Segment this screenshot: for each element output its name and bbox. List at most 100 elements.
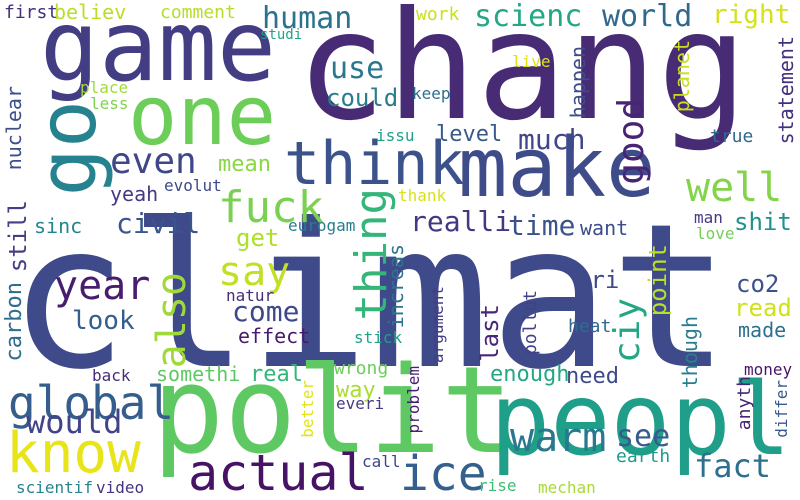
word-good: good (611, 98, 652, 185)
word-still: still (4, 200, 32, 273)
word-differ: differ (772, 380, 791, 438)
word-argument: argument (428, 286, 447, 364)
word-game: game (40, 0, 277, 104)
word-natur: natur (226, 286, 275, 305)
word-evolut: evolut (164, 176, 222, 195)
word-think: think (284, 129, 465, 199)
word-chang: chang (296, 0, 748, 154)
word-actual: actual (188, 444, 369, 500)
word-heat: heat (568, 316, 612, 337)
word-see: see (616, 419, 671, 454)
word-everi: everi (336, 394, 385, 413)
word-know: know (6, 421, 141, 486)
word-believ: believ (54, 0, 127, 24)
word-statement: statement (774, 36, 798, 145)
word-somethi: somethi (156, 362, 241, 386)
word-shit: shit (734, 208, 792, 236)
word-would: would (26, 403, 123, 441)
word-point: point (644, 244, 672, 317)
word-earth: earth (616, 446, 671, 467)
word-mean: mean (218, 152, 271, 177)
word-enough: enough (490, 362, 570, 387)
word-live: live (512, 52, 551, 71)
word-wrong: wrong (334, 358, 389, 379)
word-place: place (80, 78, 129, 97)
word-though: though (678, 316, 702, 389)
word-read: read (734, 294, 792, 322)
word-comment: comment (160, 2, 236, 23)
word-stick: stick (354, 328, 403, 347)
word-climat: climat (8, 181, 731, 414)
word-happen: happen (566, 46, 590, 119)
word-tri: tri (576, 266, 620, 294)
word-much: much (518, 123, 586, 156)
word-co2: co2 (736, 270, 780, 298)
word-last: last (476, 304, 504, 362)
word-way: way (336, 378, 376, 403)
word-right: right (712, 0, 791, 30)
word-also: also (149, 272, 195, 369)
word-keep: keep (412, 84, 451, 103)
word-work: work (416, 4, 460, 25)
word-true: true (710, 126, 754, 147)
word-real: real (250, 362, 303, 387)
word-get: get (236, 224, 280, 252)
word-issu: issu (376, 126, 415, 145)
word-warm: warm (510, 415, 607, 461)
word-year: year (54, 263, 151, 309)
word-global: global (8, 376, 175, 430)
word-fuck: fuck (218, 182, 324, 233)
word-level: level (436, 122, 503, 147)
word-peopl: peopl (490, 361, 792, 478)
word-come: come (232, 295, 300, 328)
word-love: love (696, 224, 735, 243)
word-call: call (362, 452, 401, 471)
word-realli: realli (410, 205, 512, 238)
word-rise: rise (478, 476, 517, 495)
word-nuclear: nuclear (2, 86, 26, 171)
word-even: even (110, 141, 197, 182)
word-video: video (96, 478, 145, 497)
word-pollut: pollut (520, 290, 541, 356)
word-want: want (580, 216, 629, 240)
word-fact: fact (694, 447, 772, 485)
word-anyth: anyth (734, 376, 755, 431)
word-better: better (298, 380, 317, 438)
word-money: money (744, 360, 793, 379)
word-thank: thank (398, 186, 447, 205)
word-polit: polit (152, 342, 514, 481)
word-say: say (218, 249, 291, 295)
word-effect: effect (238, 324, 311, 348)
word-problem: problem (404, 366, 423, 434)
word-go: go (21, 100, 114, 197)
word-studi: studi (260, 27, 303, 43)
word-human: human (262, 1, 353, 36)
word-make: make (458, 121, 656, 216)
word-planet: planet (670, 40, 694, 113)
word-world: world (602, 0, 693, 34)
word-need: need (566, 364, 619, 389)
word-could: could (326, 84, 399, 112)
word-look: look (72, 306, 135, 336)
word-well: well (686, 165, 783, 211)
word-sinc: sinc (34, 214, 83, 238)
word-carbon: carbon (2, 282, 27, 362)
word-back: back (92, 366, 131, 385)
word-eurogam: eurogam (288, 216, 356, 235)
word-one: one (128, 69, 277, 164)
word-ice: ice (400, 446, 487, 500)
word-less: less (90, 94, 129, 113)
word-time: time (508, 209, 576, 242)
word-civil: civil (116, 207, 201, 240)
word-scienc: scienc (474, 0, 583, 34)
word-man: man (694, 208, 723, 227)
word-use: use (330, 51, 385, 86)
word-mechan: mechan (538, 478, 596, 497)
word-first: first (4, 2, 59, 23)
word-increas: increas (384, 244, 408, 329)
word-ciy: ciy (607, 298, 648, 364)
word-yeah: yeah (110, 182, 159, 206)
word-scientif: scientif (16, 478, 94, 497)
word-made: made (738, 318, 787, 342)
